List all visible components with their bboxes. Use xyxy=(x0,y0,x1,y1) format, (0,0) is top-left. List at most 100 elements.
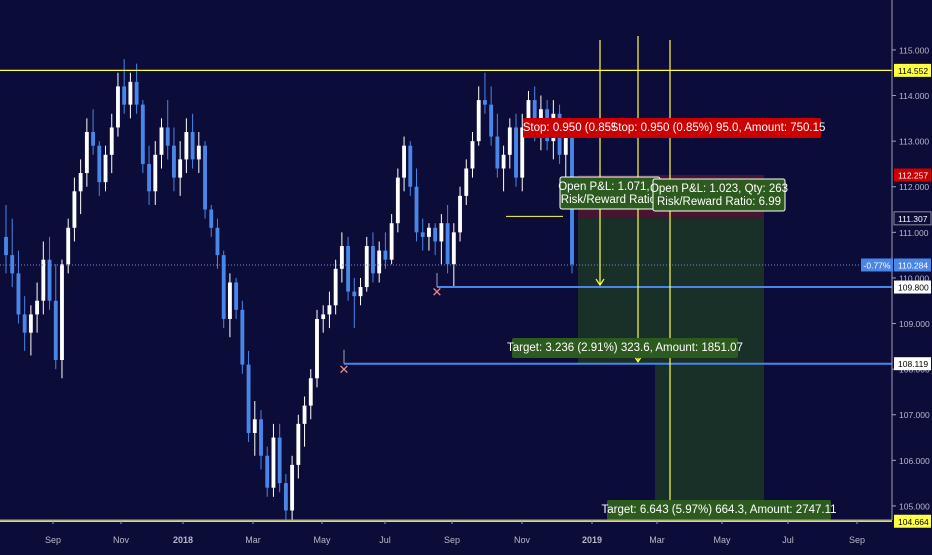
x-tick-label: May xyxy=(713,535,731,545)
x-tick-label: 2018 xyxy=(173,535,193,545)
stop-label-1[interactable]: Stop: 0.950 (0.85% xyxy=(523,118,621,138)
candle xyxy=(4,204,8,274)
x-tick-label: 2019 xyxy=(582,535,602,545)
candle xyxy=(302,396,307,447)
y-tick-label: 115.000 xyxy=(899,45,929,55)
y-tick-label: 112.000 xyxy=(899,182,929,192)
target-label-1[interactable]: Target: 3.236 (2.91%) 323.6, Amount: 185… xyxy=(507,338,743,358)
y-tick-label: 114.000 xyxy=(899,91,929,101)
candle xyxy=(277,423,282,493)
candle xyxy=(234,277,239,319)
y-tick-label: 106.000 xyxy=(899,456,930,466)
y-tick-label: 113.000 xyxy=(899,137,929,147)
svg-text:114.552: 114.552 xyxy=(898,66,928,76)
candle xyxy=(116,72,120,137)
svg-text:Open P&L: 1.071, Q: Open P&L: 1.071, Q xyxy=(558,181,662,193)
candle xyxy=(358,277,363,306)
y-tick-label: 110.000 xyxy=(899,273,929,283)
candle xyxy=(22,296,27,351)
candle xyxy=(489,86,494,146)
candle xyxy=(196,132,201,174)
candle xyxy=(476,86,481,146)
candle xyxy=(109,113,114,174)
candle xyxy=(308,369,313,420)
price-label: 112.257 xyxy=(894,168,931,182)
x-tick-label: Mar xyxy=(245,535,261,545)
candle xyxy=(147,145,151,205)
svg-text:Target: 3.236 (2.91%) 323.6, A: Target: 3.236 (2.91%) 323.6, Amount: 185… xyxy=(507,342,743,354)
candle xyxy=(433,223,438,256)
price-label: 114.552 xyxy=(894,63,931,77)
candle xyxy=(451,223,456,288)
candle xyxy=(296,414,301,479)
svg-text:108.119: 108.119 xyxy=(898,359,928,369)
candle xyxy=(327,291,332,329)
candle xyxy=(134,63,139,114)
candle xyxy=(184,118,189,174)
candle xyxy=(321,305,326,333)
candle xyxy=(495,113,500,178)
candle xyxy=(35,282,40,333)
candle xyxy=(246,350,251,443)
candle xyxy=(339,232,344,283)
candle xyxy=(514,113,518,187)
candle xyxy=(427,223,431,251)
candle xyxy=(389,214,394,265)
price-label: 111.307 xyxy=(893,211,932,226)
candle xyxy=(47,236,52,310)
candle xyxy=(153,141,158,205)
x-tick-label: May xyxy=(313,535,331,545)
svg-text:Open P&L: 1.023, Qty: 263: Open P&L: 1.023, Qty: 263 xyxy=(650,183,788,195)
candle xyxy=(482,72,487,114)
candle xyxy=(91,109,96,155)
x-tick-label: Nov xyxy=(113,535,130,545)
candle xyxy=(240,300,245,374)
candle xyxy=(28,305,33,356)
candle xyxy=(178,141,183,196)
candle xyxy=(520,113,525,192)
x-tick-label: Mar xyxy=(649,535,665,545)
candle xyxy=(41,241,46,315)
x-tick-label: Sep xyxy=(45,535,61,545)
candle xyxy=(371,232,375,283)
x-tick-label: Nov xyxy=(514,535,531,545)
svg-text:104.664: 104.664 xyxy=(898,517,929,527)
y-tick-label: 111.000 xyxy=(899,228,929,238)
x-tick-label: Sep xyxy=(444,535,460,545)
candle xyxy=(464,159,469,205)
candle xyxy=(346,236,351,301)
x-tick-label: Jul xyxy=(782,535,794,545)
candle xyxy=(72,177,77,242)
candle xyxy=(507,118,512,169)
projection-arrow xyxy=(595,40,605,287)
candle xyxy=(78,159,83,215)
x-tick-label: Sep xyxy=(849,535,865,545)
candle xyxy=(252,401,257,456)
candle xyxy=(53,264,58,370)
candle xyxy=(420,218,425,251)
candle xyxy=(271,423,276,497)
svg-text:-0.77%: -0.77% xyxy=(864,260,891,270)
candle xyxy=(383,232,388,269)
target-label-2[interactable]: Target: 6.643 (5.97%) 664.3, Amount: 274… xyxy=(601,500,837,520)
candle xyxy=(128,72,133,119)
candle xyxy=(203,141,207,219)
candle xyxy=(414,168,419,242)
candle xyxy=(66,218,71,274)
svg-text:111.307: 111.307 xyxy=(898,214,928,224)
svg-text:112.257: 112.257 xyxy=(898,171,928,181)
candle xyxy=(140,100,145,174)
target-zone-2 xyxy=(655,363,764,522)
candle xyxy=(209,204,214,237)
x-tick-label: Jul xyxy=(379,535,391,545)
candle xyxy=(60,259,64,379)
stop-label-2[interactable]: Stop: 0.950 (0.85%) 95.0, Amount: 750.15 xyxy=(611,118,826,138)
svg-text:Target: 6.643 (5.97%) 664.3, A: Target: 6.643 (5.97%) 664.3, Amount: 274… xyxy=(601,504,836,516)
svg-text:Risk/Reward Ratio:: Risk/Reward Ratio: xyxy=(561,194,659,206)
candle xyxy=(259,410,263,470)
svg-text:110.284: 110.284 xyxy=(898,260,928,270)
